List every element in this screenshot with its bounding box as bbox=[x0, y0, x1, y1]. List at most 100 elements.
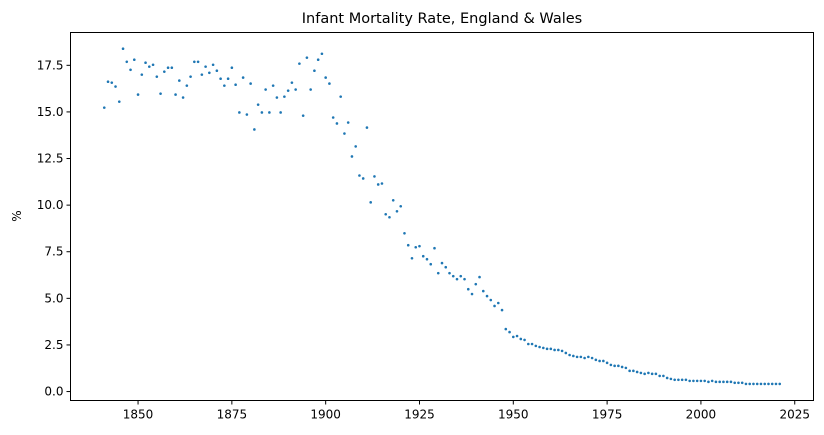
data-point bbox=[316, 58, 320, 62]
data-point bbox=[620, 365, 624, 369]
data-point bbox=[395, 209, 399, 213]
data-point bbox=[688, 379, 691, 383]
data-point bbox=[740, 381, 744, 385]
data-point bbox=[132, 58, 136, 62]
data-point bbox=[245, 113, 249, 116]
data-point bbox=[391, 198, 395, 202]
x-axis-ticks: 1850 1875 1900 1925 1950 1975 2000 2025 bbox=[123, 400, 810, 422]
y-tick-label: 0.0 bbox=[44, 385, 63, 399]
data-point bbox=[463, 277, 466, 281]
data-point bbox=[729, 380, 733, 384]
data-point bbox=[647, 371, 650, 375]
data-point bbox=[624, 366, 628, 370]
data-point bbox=[249, 82, 252, 85]
data-point bbox=[358, 174, 361, 177]
data-point bbox=[376, 183, 380, 186]
data-point bbox=[770, 382, 774, 386]
data-point bbox=[553, 348, 556, 352]
data-point bbox=[399, 204, 403, 208]
data-point bbox=[538, 345, 541, 349]
data-point bbox=[193, 60, 196, 64]
data-point bbox=[459, 274, 463, 278]
data-point bbox=[632, 369, 635, 373]
data-point bbox=[545, 347, 549, 351]
data-point bbox=[448, 271, 451, 275]
data-point bbox=[523, 338, 526, 342]
data-points bbox=[102, 47, 782, 386]
data-point bbox=[365, 126, 369, 129]
data-point bbox=[388, 215, 391, 219]
data-point bbox=[489, 298, 493, 302]
data-point bbox=[421, 254, 425, 258]
data-point bbox=[549, 347, 553, 351]
data-point bbox=[361, 177, 365, 180]
data-point bbox=[163, 70, 166, 73]
data-point bbox=[568, 353, 571, 357]
data-point bbox=[279, 111, 282, 114]
data-point bbox=[208, 71, 211, 75]
data-point bbox=[557, 348, 560, 352]
data-point bbox=[185, 84, 189, 87]
data-point bbox=[309, 88, 312, 91]
data-point bbox=[328, 82, 331, 85]
data-point bbox=[759, 382, 763, 386]
data-point bbox=[298, 62, 301, 65]
data-point bbox=[722, 380, 725, 384]
y-tick-label: 12.5 bbox=[37, 152, 64, 166]
data-point bbox=[121, 47, 125, 51]
data-point bbox=[253, 128, 256, 131]
data-point bbox=[613, 364, 616, 368]
x-tick-label: 2025 bbox=[779, 408, 810, 422]
x-tick-label: 2000 bbox=[686, 408, 717, 422]
x-tick-label: 1950 bbox=[498, 408, 529, 422]
data-point bbox=[564, 351, 568, 355]
data-point bbox=[200, 73, 204, 76]
y-tick-label: 15.0 bbox=[37, 105, 64, 119]
data-point bbox=[594, 358, 598, 362]
data-point bbox=[677, 378, 680, 382]
data-point bbox=[260, 111, 264, 114]
data-point bbox=[605, 361, 609, 365]
y-tick-label: 5.0 bbox=[44, 291, 63, 305]
data-point bbox=[508, 330, 511, 334]
data-point bbox=[343, 132, 346, 135]
data-point bbox=[223, 84, 226, 87]
data-point bbox=[774, 382, 778, 386]
data-point bbox=[234, 83, 237, 86]
data-point bbox=[583, 356, 586, 360]
data-point bbox=[628, 369, 631, 373]
x-tick-label: 1925 bbox=[404, 408, 435, 422]
data-point bbox=[271, 84, 275, 87]
data-point bbox=[238, 111, 241, 114]
x-tick-label: 1875 bbox=[217, 408, 248, 422]
data-point bbox=[512, 335, 515, 339]
data-point bbox=[159, 92, 162, 95]
data-point bbox=[680, 378, 684, 382]
data-point bbox=[755, 382, 759, 386]
x-tick-label: 1975 bbox=[592, 408, 623, 422]
data-point bbox=[226, 77, 230, 81]
data-point bbox=[493, 304, 496, 308]
x-tick-label: 1900 bbox=[310, 408, 341, 422]
data-point bbox=[286, 89, 290, 92]
data-point bbox=[515, 334, 519, 338]
data-point bbox=[673, 378, 676, 382]
y-tick-label: 7.5 bbox=[44, 245, 63, 259]
data-point bbox=[418, 244, 421, 248]
data-point bbox=[429, 262, 433, 266]
data-point bbox=[440, 261, 444, 265]
data-point bbox=[602, 359, 605, 363]
data-point bbox=[617, 364, 620, 368]
data-point bbox=[635, 370, 639, 374]
data-point bbox=[527, 342, 530, 346]
data-point bbox=[504, 327, 508, 331]
data-point bbox=[305, 56, 309, 59]
data-point bbox=[609, 363, 613, 367]
data-point bbox=[403, 231, 406, 235]
data-point bbox=[155, 75, 159, 78]
data-point bbox=[590, 356, 594, 360]
data-point bbox=[196, 60, 200, 64]
data-point bbox=[718, 380, 721, 384]
data-point bbox=[219, 77, 222, 81]
